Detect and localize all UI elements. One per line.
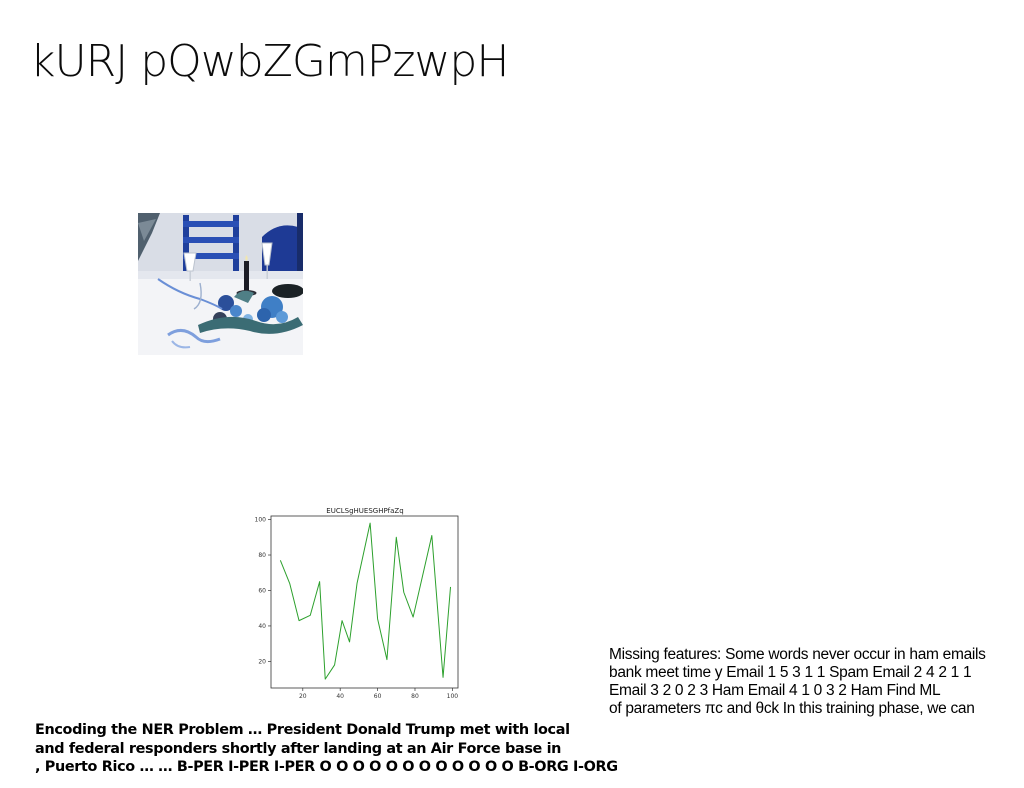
x-tick-label: 80 — [411, 693, 419, 700]
x-tick-label: 60 — [374, 693, 382, 700]
missing-line: bank meet time y Email 1 5 3 1 1 Spam Em… — [609, 664, 1019, 682]
y-tick-label: 20 — [258, 658, 266, 665]
slide-title: kURJ pQwbZGmPzwpH — [30, 32, 508, 92]
missing-line: Email 3 2 0 2 3 Ham Email 4 1 0 3 2 Ham … — [609, 682, 1019, 700]
ner-line: and federal responders shortly after lan… — [35, 740, 615, 759]
missing-features-text: Missing features: Some words never occur… — [609, 646, 1019, 718]
table-setting-photo — [138, 213, 303, 355]
y-tick-label: 80 — [258, 552, 266, 559]
y-tick-label: 40 — [258, 623, 266, 630]
missing-line: Missing features: Some words never occur… — [609, 646, 1019, 664]
chart-title: EUCLSgHUESGHPfaZq — [326, 507, 403, 515]
y-tick-label: 100 — [255, 517, 267, 524]
missing-line: of parameters πc and θck In this trainin… — [609, 700, 1019, 718]
y-tick-label: 60 — [258, 587, 266, 594]
ner-line: Encoding the NER Problem … President Don… — [35, 721, 615, 740]
x-tick-label: 40 — [336, 693, 344, 700]
line-chart: EUCLSgHUESGHPfaZq 20 40 60 80 100 20 40 60 80 100 — [240, 503, 470, 703]
ner-line: , Puerto Rico … … B-PER I-PER I-PER O O … — [35, 758, 615, 777]
x-tick-label: 100 — [447, 693, 459, 700]
ner-encoding-text: Encoding the NER Problem … President Don… — [35, 721, 615, 777]
x-tick-label: 20 — [299, 693, 307, 700]
